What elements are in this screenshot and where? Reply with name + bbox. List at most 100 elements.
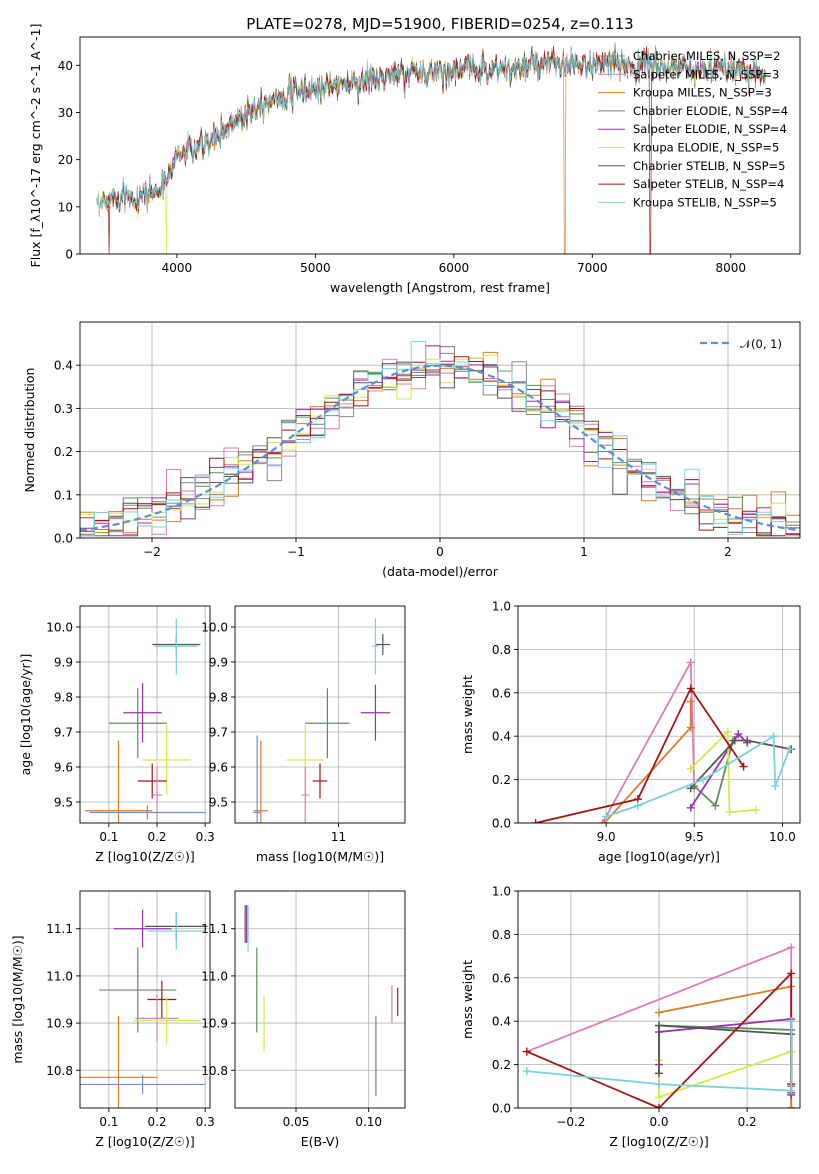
- legend-label: Kroupa MILES, N_SSP=3: [633, 86, 772, 100]
- weight-marker: [598, 819, 607, 823]
- weight-marker: [699, 775, 708, 784]
- weight-series-line: [690, 729, 756, 814]
- weight-marker: [739, 762, 748, 771]
- weight-marker: [787, 1086, 796, 1095]
- y-tick-label: 0.3: [54, 402, 73, 416]
- x-tick-label: 4000: [162, 261, 193, 275]
- weight-marker: [686, 784, 695, 793]
- y-tick-label: 9.5: [54, 796, 73, 810]
- y-axis-label: Flux [f_λ10^-17 erg cm^-2 s^-1 A^-1]: [28, 24, 43, 268]
- y-tick-label: 10.8: [46, 1064, 73, 1078]
- y-axis-label: Normed distribution: [22, 368, 37, 493]
- plot-area: [80, 340, 800, 537]
- chart-mass_vs_Z: 0.1 0.2 0.3 10.8 10.9 11.0 11.1 Z [log10(Z/Z☉)]…: [10, 890, 215, 1149]
- legend-label: Salpeter ELODIE, N_SSP=4: [633, 122, 787, 136]
- x-tick-label: 0.3: [196, 1115, 215, 1129]
- x-tick-label: −0.2: [556, 1115, 585, 1129]
- x-tick-label: 0.0: [649, 1115, 668, 1129]
- y-tick-label: 10.0: [46, 621, 73, 635]
- y-tick-label: 11.1: [46, 922, 73, 936]
- y-tick-label: 0.0: [492, 817, 511, 831]
- y-axis-label: age [log10(age/yr)]: [18, 654, 33, 776]
- legend-label: Chabrier MILES, N_SSP=2: [633, 49, 780, 63]
- x-tick-label: 9.5: [685, 830, 704, 844]
- weight-marker: [751, 805, 760, 814]
- weight-marker: [686, 697, 695, 706]
- x-tick-label: 11: [331, 830, 346, 844]
- y-tick-label: 9.8: [209, 691, 228, 705]
- x-tick-label: 2: [724, 545, 732, 559]
- y-axis-label: mass weight: [460, 960, 475, 1039]
- weight-series-line: [526, 1021, 793, 1092]
- y-tick-label: 9.8: [54, 691, 73, 705]
- axes-frame: [79, 890, 211, 1109]
- weight-marker: [522, 1067, 531, 1076]
- y-tick-label: 11.0: [46, 969, 73, 983]
- legend-label: Salpeter MILES, N_SSP=3: [633, 67, 779, 81]
- residual-legend: 𝒩(0, 1): [700, 337, 782, 351]
- y-tick-label: 10.0: [201, 621, 228, 635]
- x-tick-label: 9.0: [597, 830, 616, 844]
- y-tick-label: 11.1: [201, 922, 228, 936]
- weight-marker: [686, 684, 695, 693]
- y-tick-label: 9.6: [54, 761, 73, 775]
- legend-label: Chabrier ELODIE, N_SSP=4: [633, 104, 788, 118]
- weight-marker: [686, 723, 695, 732]
- weight-marker: [769, 732, 778, 741]
- plot-area: [244, 905, 399, 1097]
- plot-area: [80, 909, 208, 1108]
- y-tick-label: 0.4: [492, 1015, 511, 1029]
- spectrum-legend: Chabrier MILES, N_SSP=2 Salpeter MILES, N…: [598, 49, 788, 209]
- y-tick-label: 0.4: [492, 730, 511, 744]
- weight-marker: [787, 943, 796, 952]
- y-axis-label: mass [log10(M/M☉)]: [10, 935, 25, 1063]
- x-tick-label: 0.2: [738, 1115, 757, 1129]
- y-tick-label: 0.6: [492, 971, 511, 985]
- chart-mass_vs_ebv: 0.05 0.10 10.8 10.9 11.0 11.1 E(B-V): [201, 890, 406, 1149]
- plot-area: [84, 618, 206, 823]
- weight-marker: [633, 801, 642, 810]
- legend-label: Kroupa STELIB, N_SSP=5: [633, 195, 777, 209]
- x-tick-label: 0.3: [196, 830, 215, 844]
- y-tick-label: 9.5: [209, 796, 228, 810]
- y-tick-label: 0.8: [492, 643, 511, 657]
- y-tick-label: 1.0: [492, 885, 511, 899]
- weight-marker: [531, 819, 540, 823]
- chart-residuals: −2 −1 0 1 2 0.0 0.1 0.2 0.3 0.4 (data-model)/error…: [22, 321, 801, 579]
- x-tick-label: 6000: [439, 261, 470, 275]
- weight-marker: [711, 801, 720, 810]
- y-tick-label: 10.9: [46, 1017, 73, 1031]
- y-tick-label: 10.9: [201, 1017, 228, 1031]
- weight-marker: [655, 1080, 663, 1089]
- weight-marker: [787, 1017, 796, 1026]
- weight-series-line: [535, 686, 745, 823]
- y-tick-label: 11.0: [201, 969, 228, 983]
- weight-marker: [600, 819, 609, 823]
- x-axis-label: mass [log10(M/M☉)]: [256, 849, 384, 864]
- y-tick-label: 0.0: [492, 1102, 511, 1116]
- weight-marker: [771, 782, 780, 791]
- y-tick-label: 9.6: [209, 761, 228, 775]
- y-axis-label: mass weight: [460, 675, 475, 754]
- x-axis-label: Z [log10(Z/Z☉)]: [609, 1134, 709, 1149]
- x-axis-label: Z [log10(Z/Z☉)]: [95, 849, 195, 864]
- x-axis-label: wavelength [Angstrom, rest frame]: [330, 280, 550, 295]
- plot-area: [522, 943, 796, 1108]
- x-axis-label: age [log10(age/yr)]: [598, 849, 720, 864]
- y-tick-label: 20: [58, 153, 73, 167]
- spectrum-line: [96, 48, 766, 210]
- legend-label: Chabrier STELIB, N_SSP=5: [633, 159, 785, 173]
- weight-marker: [655, 1104, 663, 1108]
- x-tick-label: −1: [287, 545, 305, 559]
- x-axis-label: Z [log10(Z/Z☉)]: [95, 1134, 195, 1149]
- weight-marker: [655, 1069, 663, 1078]
- weight-marker: [522, 1047, 531, 1056]
- weight-series-line: [658, 1024, 793, 1087]
- x-tick-label: 0.10: [355, 1115, 382, 1129]
- weight-marker: [686, 803, 695, 812]
- y-tick-label: 40: [58, 59, 73, 73]
- y-tick-label: 9.9: [54, 656, 73, 670]
- legend-label: Salpeter STELIB, N_SSP=4: [633, 177, 784, 191]
- chart-weight_vs_Z: −0.2 0.0 0.2 0.0 0.2 0.4 0.6 0.8 1.0 Z [log10(Z/Z…: [460, 885, 801, 1149]
- weight-marker: [655, 1021, 663, 1030]
